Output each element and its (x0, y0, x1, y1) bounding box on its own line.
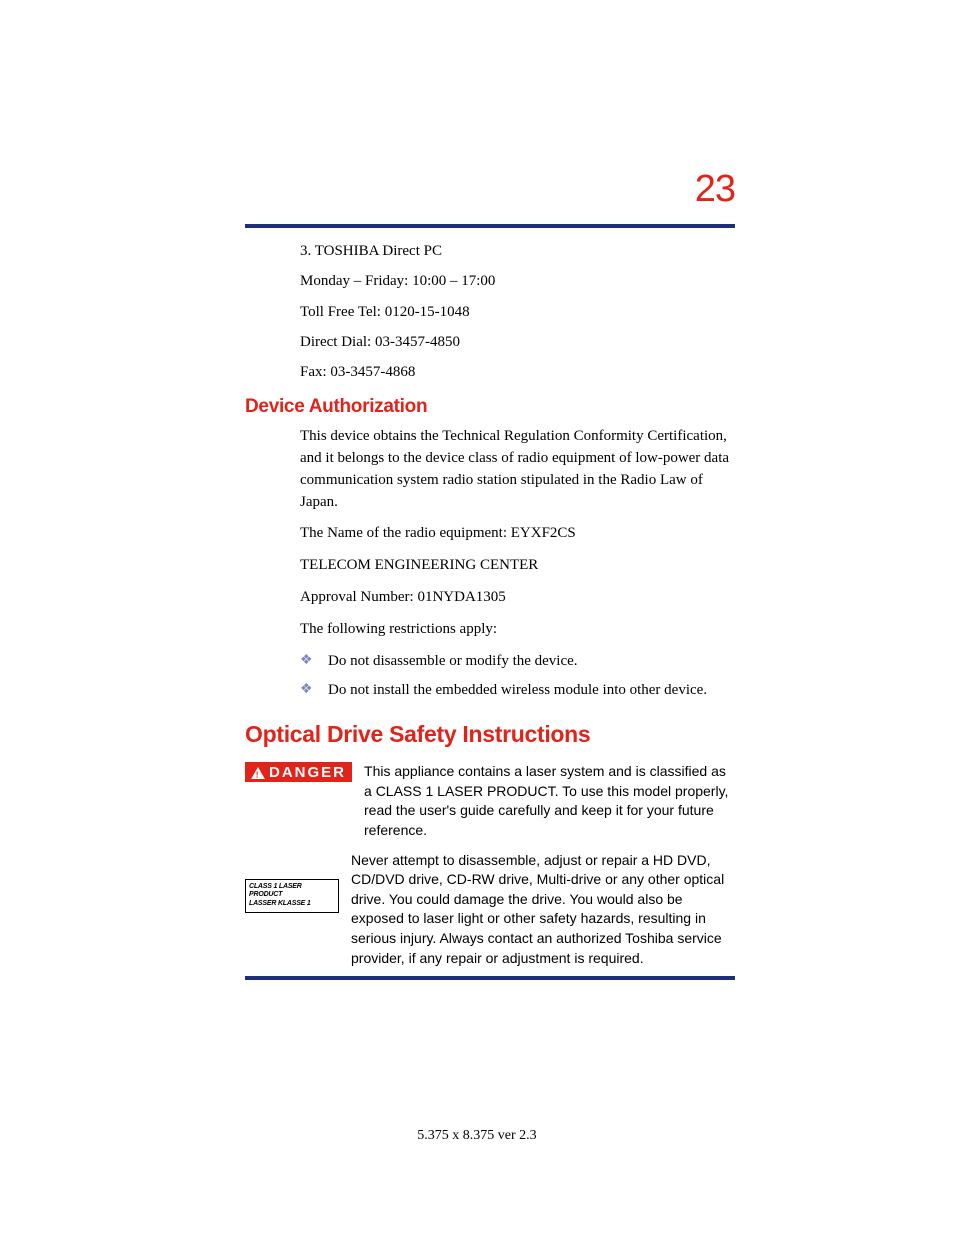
list-item: Do not install the embedded wireless mod… (300, 679, 735, 702)
class-1-laser-label: CLASS 1 LASER PRODUCT LASSER KLASSE 1 (245, 879, 339, 913)
laser-label-line: LASSER KLASSE 1 (249, 900, 335, 909)
laser-label-line: CLASS 1 LASER PRODUCT (249, 883, 335, 901)
page-number: 23 (695, 168, 735, 211)
laser-text: Never attempt to disassemble, adjust or … (351, 851, 735, 969)
restrictions-list: Do not disassemble or modify the device.… (300, 650, 735, 701)
device-auth-paragraph: This device obtains the Technical Regula… (300, 426, 735, 513)
device-auth-paragraph: TELECOM ENGINEERING CENTER (300, 555, 735, 577)
contact-line: Fax: 03-3457-4868 (300, 362, 735, 382)
list-item: Do not disassemble or modify the device. (300, 650, 735, 673)
device-auth-paragraph: The Name of the radio equipment: EYXF2CS (300, 523, 735, 545)
danger-callout: ! DANGER This appliance contains a laser… (245, 762, 735, 840)
contact-block: 3. TOSHIBA Direct PC Monday – Friday: 10… (300, 241, 735, 382)
device-authorization-heading: Device Authorization (245, 396, 735, 418)
top-rule (245, 224, 735, 228)
svg-text:!: ! (256, 769, 261, 779)
laser-callout: CLASS 1 LASER PRODUCT LASSER KLASSE 1 Ne… (245, 851, 735, 969)
danger-badge: ! DANGER (245, 762, 352, 782)
bottom-rule (245, 976, 735, 980)
optical-drive-heading: Optical Drive Safety Instructions (245, 721, 735, 748)
device-auth-paragraph: The following restrictions apply: (300, 619, 735, 641)
danger-label-text: DANGER (269, 765, 346, 780)
contact-line: 3. TOSHIBA Direct PC (300, 241, 735, 261)
footer-text: 5.375 x 8.375 ver 2.3 (0, 1128, 954, 1144)
contact-line: Direct Dial: 03-3457-4850 (300, 332, 735, 352)
warning-triangle-icon: ! (251, 767, 265, 779)
device-auth-paragraph: Approval Number: 01NYDA1305 (300, 587, 735, 609)
body: 3. TOSHIBA Direct PC Monday – Friday: 10… (245, 241, 735, 980)
contact-line: Toll Free Tel: 0120-15-1048 (300, 302, 735, 322)
contact-line: Monday – Friday: 10:00 – 17:00 (300, 271, 735, 291)
danger-text: This appliance contains a laser system a… (364, 762, 735, 840)
laser-label-box: CLASS 1 LASER PRODUCT LASSER KLASSE 1 (245, 851, 339, 913)
